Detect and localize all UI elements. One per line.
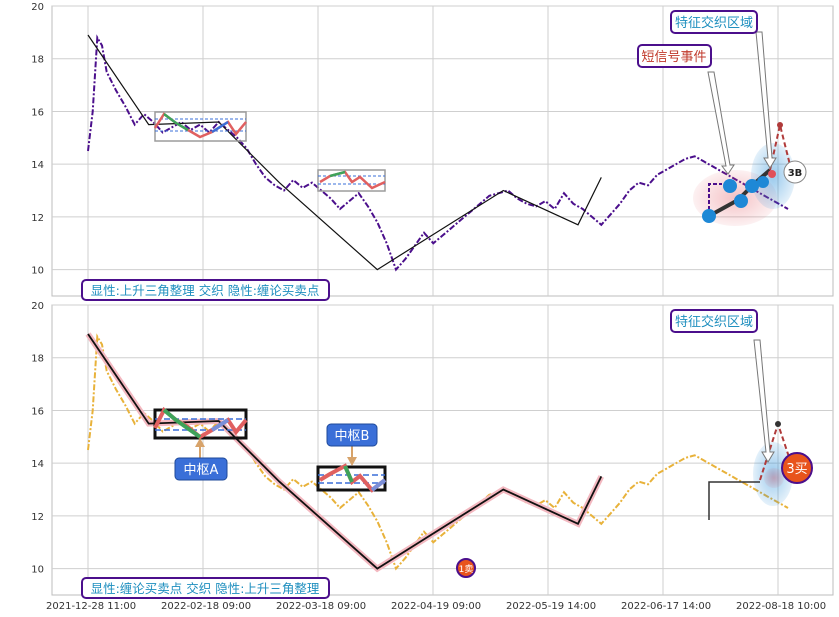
top-pivot-b: [317, 169, 386, 192]
top-price-line: [87, 34, 789, 272]
bottom-panel-label-text: 显性:缠论买卖点 交织 隐性:上升三角整理: [91, 581, 320, 596]
short-signal-label: 短信号事件: [641, 50, 706, 65]
top-panel-label-text: 显性:上升三角整理 交织 隐性:缠论买卖点: [91, 283, 320, 298]
y-tick-label: 18: [31, 354, 44, 365]
top-trend-line: [87, 34, 602, 271]
pivot-b-label: 中枢B: [335, 429, 370, 444]
bottom-y-ticks: 10 12 14 16 18 20: [31, 301, 44, 576]
callout-pivot-a: 中枢A: [174, 438, 228, 481]
x-tick-label: 2022-08-18 10:00: [736, 601, 826, 612]
y-tick-label: 12: [31, 512, 44, 523]
trend-series: [87, 34, 602, 271]
top-callout-short-signal: 短信号事件: [637, 44, 712, 68]
sell-1-marker-group: 1卖: [456, 558, 476, 578]
bottom-feature-zone: 3买: [708, 339, 813, 520]
top-y-ticks: 10 12 14 16 18 20: [31, 2, 44, 277]
blue-dot: [723, 179, 737, 193]
y-tick-label: 10: [31, 565, 44, 576]
x-tick-label: 2022-05-19 14:00: [506, 601, 596, 612]
bottom-callout-feature-zone: 特征交织区域: [670, 309, 758, 333]
x-tick-label: 2022-04-19 09:00: [391, 601, 481, 612]
x-tick-label: 2022-02-18 09:00: [161, 601, 251, 612]
bottom-trend-line: [85, 332, 604, 573]
top-pivot-a: [153, 111, 247, 142]
bottom-feature-zone-label: 特征交织区域: [675, 314, 753, 330]
trend-series: [87, 333, 603, 570]
y-tick-label: 12: [31, 213, 44, 224]
y-tick-label: 14: [31, 160, 44, 171]
x-axis-ticks: 2021-12-28 11:00 2022-02-18 09:00 2022-03-…: [46, 601, 826, 612]
y-tick-label: 16: [31, 107, 44, 118]
blue-dot: [757, 176, 769, 188]
buy-3-marker: 3买: [786, 462, 807, 477]
y-tick-label: 14: [31, 459, 44, 470]
price-series: [87, 34, 789, 272]
blue-dot: [734, 194, 748, 208]
bottom-panel: 10 12 14 16 18 20 中枢A: [31, 301, 834, 599]
marker-3b: 3B: [788, 168, 803, 179]
y-tick-label: 10: [31, 266, 44, 277]
y-tick-label: 18: [31, 55, 44, 66]
top-panel: 10 12 14 16 18 20: [31, 2, 834, 301]
top-panel-label: 显性:上升三角整理 交织 隐性:缠论买卖点: [81, 279, 330, 301]
top-feature-zone: 3B: [693, 31, 807, 226]
sell-1-marker: 1卖: [459, 564, 474, 575]
blue-dot: [745, 179, 759, 193]
callout-pivot-b: 中枢B: [326, 423, 378, 466]
bottom-pivot-b: [316, 463, 387, 493]
top-feature-zone-label: 特征交织区域: [675, 15, 753, 31]
pivot-a-label: 中枢A: [184, 463, 219, 478]
y-tick-label: 16: [31, 406, 44, 417]
x-tick-label: 2022-06-17 14:00: [621, 601, 711, 612]
y-tick-label: 20: [31, 301, 44, 312]
bottom-pivot-a: [153, 406, 248, 440]
top-callout-feature-zone: 特征交织区域: [670, 10, 758, 34]
x-tick-label: 2022-03-18 09:00: [276, 601, 366, 612]
y-tick-label: 20: [31, 2, 44, 13]
x-tick-label: 2021-12-28 11:00: [46, 601, 136, 612]
blue-dot: [702, 209, 716, 223]
bottom-panel-label: 显性:缠论买卖点 交织 隐性:上升三角整理: [81, 577, 330, 599]
